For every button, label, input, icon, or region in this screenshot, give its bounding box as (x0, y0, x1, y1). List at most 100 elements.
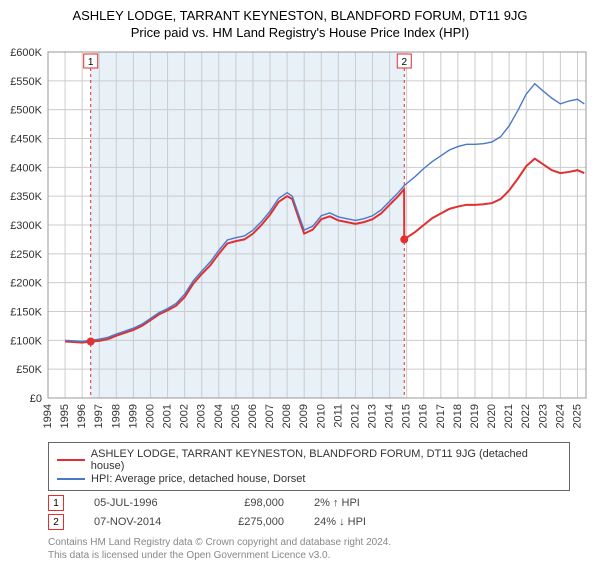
event-date: 07-NOV-2014 (94, 516, 184, 528)
x-tick-label: 2011 (332, 404, 344, 428)
legend-row: HPI: Average price, detached house, Dors… (57, 473, 561, 485)
x-tick-group: 2009 (298, 404, 310, 428)
y-tick-label: £600K (10, 47, 42, 59)
x-tick-label: 1999 (127, 404, 139, 428)
chart-title: ASHLEY LODGE, TARRANT KEYNESTON, BLANDFO… (0, 8, 600, 23)
event-dot (400, 235, 408, 243)
chart-svg: £0£50K£100K£150K£200K£250K£300K£350K£400… (0, 46, 600, 436)
x-tick-group: 2025 (571, 404, 583, 428)
x-tick-group: 2016 (418, 404, 430, 428)
y-tick-label: £500K (10, 105, 42, 117)
x-tick-label: 2001 (162, 404, 174, 428)
event-price: £98,000 (214, 497, 284, 509)
x-tick-label: 1998 (110, 404, 122, 428)
x-tick-label: 2009 (298, 404, 310, 428)
x-tick-label: 1997 (93, 404, 105, 428)
legend-swatch (57, 459, 85, 461)
x-tick-group: 2006 (247, 404, 259, 428)
x-tick-label: 2023 (537, 404, 549, 428)
event-flag-number: 1 (88, 57, 94, 68)
y-tick-label: £300K (10, 220, 42, 232)
x-tick-label: 2016 (418, 404, 430, 428)
x-tick-label: 2008 (281, 404, 293, 428)
event-marker: 1 (48, 495, 64, 511)
x-tick-group: 2005 (230, 404, 242, 428)
x-tick-group: 1997 (93, 404, 105, 428)
x-tick-label: 1996 (76, 404, 88, 428)
x-tick-label: 2018 (452, 404, 464, 428)
x-tick-label: 2021 (503, 404, 515, 428)
x-tick-group: 2018 (452, 404, 464, 428)
event-marker: 2 (48, 514, 64, 530)
x-tick-group: 2023 (537, 404, 549, 428)
event-table-row: 1 05-JUL-1996 £98,000 2% ↑ HPI (48, 495, 570, 511)
y-tick-label: £550K (10, 76, 42, 88)
footer-line-1: Contains HM Land Registry data © Crown c… (48, 536, 570, 549)
x-tick-label: 1995 (59, 404, 71, 428)
x-tick-group: 2020 (486, 404, 498, 428)
x-tick-group: 2004 (213, 404, 225, 428)
x-tick-group: 2003 (196, 404, 208, 428)
x-tick-group: 2014 (384, 404, 396, 428)
x-tick-group: 2000 (144, 404, 156, 428)
x-tick-label: 2005 (230, 404, 242, 428)
x-tick-label: 2000 (144, 404, 156, 428)
x-tick-group: 1995 (59, 404, 71, 428)
x-tick-group: 2015 (401, 404, 413, 428)
chart-subtitle: Price paid vs. HM Land Registry's House … (0, 25, 600, 40)
x-tick-group: 1994 (42, 404, 54, 428)
x-tick-group: 2007 (264, 404, 276, 428)
y-tick-label: £100K (10, 335, 42, 347)
x-tick-group: 2008 (281, 404, 293, 428)
x-tick-group: 1998 (110, 404, 122, 428)
x-tick-group: 1999 (127, 404, 139, 428)
x-tick-group: 2017 (435, 404, 447, 428)
x-tick-group: 2022 (520, 404, 532, 428)
x-tick-group: 2002 (179, 404, 191, 428)
x-tick-label: 2006 (247, 404, 259, 428)
legend-label: ASHLEY LODGE, TARRANT KEYNESTON, BLANDFO… (91, 448, 561, 472)
x-tick-label: 2015 (401, 404, 413, 428)
legend: ASHLEY LODGE, TARRANT KEYNESTON, BLANDFO… (48, 442, 570, 491)
x-tick-label: 2020 (486, 404, 498, 428)
x-tick-label: 2003 (196, 404, 208, 428)
x-tick-label: 2007 (264, 404, 276, 428)
legend-row: ASHLEY LODGE, TARRANT KEYNESTON, BLANDFO… (57, 448, 561, 472)
event-flag-number: 2 (401, 57, 407, 68)
event-table: 1 05-JUL-1996 £98,000 2% ↑ HPI 2 07-NOV-2014 £… (48, 495, 570, 530)
event-date: 05-JUL-1996 (94, 497, 184, 509)
y-tick-label: £250K (10, 249, 42, 261)
y-tick-label: £350K (10, 191, 42, 203)
x-tick-label: 2013 (367, 404, 379, 428)
x-tick-label: 2025 (571, 404, 583, 428)
x-tick-label: 2002 (179, 404, 191, 428)
y-tick-label: £450K (10, 134, 42, 146)
event-table-row: 2 07-NOV-2014 £275,000 24% ↓ HPI (48, 514, 570, 530)
event-delta: 2% ↑ HPI (314, 497, 404, 509)
event-delta: 24% ↓ HPI (314, 516, 404, 528)
event-dot (87, 337, 95, 345)
x-tick-group: 2012 (349, 404, 361, 428)
x-tick-label: 2024 (554, 404, 566, 428)
y-tick-label: £0 (30, 393, 42, 405)
legend-label: HPI: Average price, detached house, Dors… (91, 473, 305, 485)
x-tick-label: 1994 (42, 404, 54, 428)
x-tick-group: 2021 (503, 404, 515, 428)
x-tick-label: 2014 (384, 404, 396, 428)
x-tick-label: 2004 (213, 404, 225, 428)
y-tick-label: £200K (10, 278, 42, 290)
x-tick-label: 2022 (520, 404, 532, 428)
x-tick-label: 2010 (315, 404, 327, 428)
legend-swatch (57, 478, 85, 480)
x-tick-label: 2017 (435, 404, 447, 428)
x-tick-group: 2019 (469, 404, 481, 428)
x-tick-label: 2019 (469, 404, 481, 428)
x-tick-group: 2010 (315, 404, 327, 428)
footer-line-2: This data is licensed under the Open Gov… (48, 549, 570, 562)
x-tick-group: 2024 (554, 404, 566, 428)
x-tick-group: 2001 (162, 404, 174, 428)
x-tick-group: 2011 (332, 404, 344, 428)
event-price: £275,000 (214, 516, 284, 528)
x-tick-label: 2012 (349, 404, 361, 428)
y-tick-label: £150K (10, 307, 42, 319)
